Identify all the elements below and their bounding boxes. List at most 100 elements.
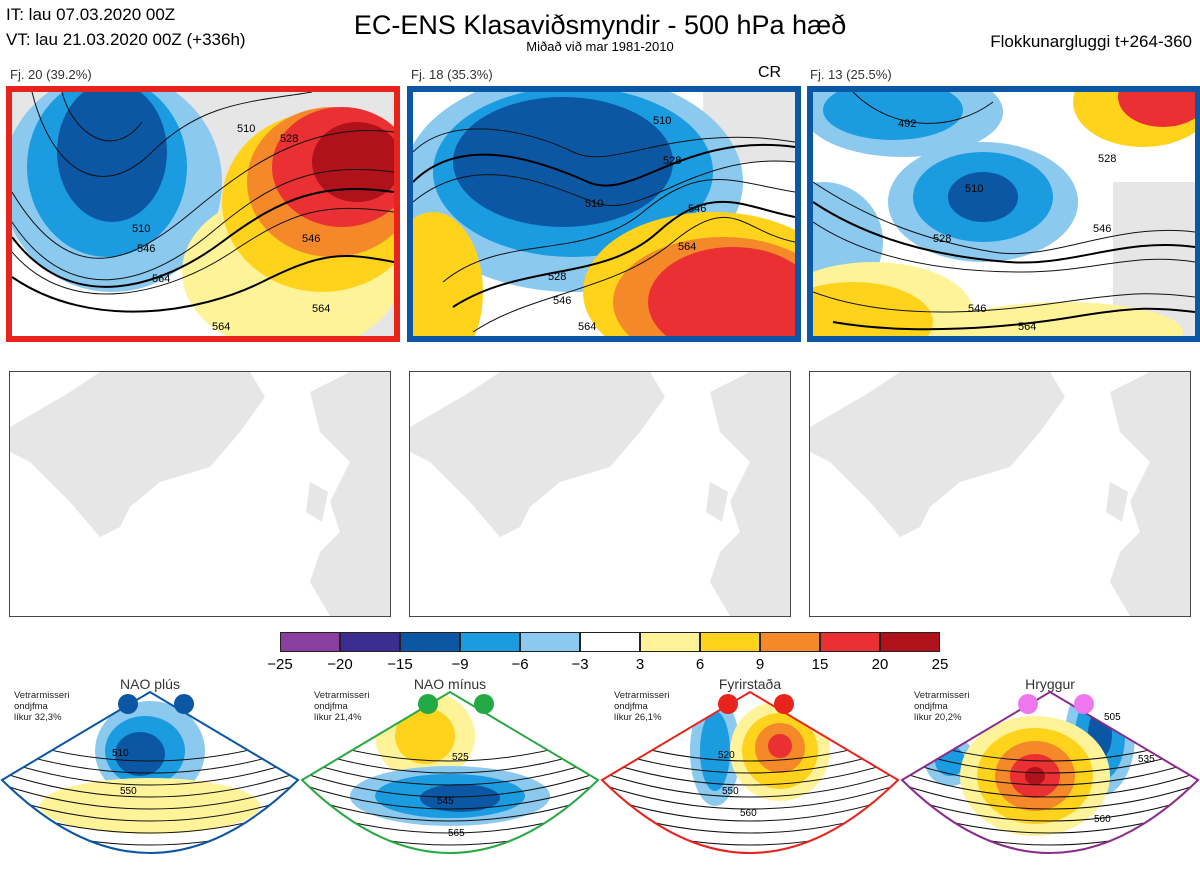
colorbar-tick-label: −25 — [267, 656, 293, 673]
regime-info: Vetrarmisseri ondjfma líkur 20,2% — [914, 690, 969, 723]
empty-basemap-3 — [809, 371, 1191, 617]
height-contour — [602, 759, 898, 786]
panel-1-label: Fj. 20 (39.2%) — [10, 67, 92, 82]
panel-3-contour-label: 546 — [1093, 223, 1111, 235]
colorbar-tick-label: 15 — [811, 656, 829, 673]
regime-info-line: Vetrarmisseri — [314, 690, 370, 701]
basemap-2-graphic — [410, 372, 790, 616]
regime-center-dot — [174, 694, 194, 714]
cluster-map-3: 492 510 528 528 546 546 564 — [807, 86, 1200, 342]
regime-title: Fyrirstaða — [718, 676, 782, 692]
page-title: EC-ENS Klasaviðsmyndir - 500 hPa hæð — [353, 10, 847, 40]
cluster-map-1-graphic: 510 510 546 564 528 546 564 564 — [12, 92, 394, 336]
regime-info-line: ondjfma — [914, 701, 948, 712]
panel-2-contour-label: 510 — [585, 198, 603, 210]
colorbar-cell — [520, 632, 580, 652]
colorbar-tick-label: −15 — [387, 656, 413, 673]
regime-contour-label: 535 — [1138, 754, 1155, 765]
basemap-3-graphic — [810, 372, 1190, 616]
height-contour — [2, 771, 298, 798]
regime-contour-label: 520 — [718, 750, 735, 761]
regime-title: Hryggur — [1025, 676, 1075, 692]
colorbar-cell — [820, 632, 880, 652]
anomaly-shading — [40, 778, 260, 834]
regime-outline — [600, 690, 900, 854]
colorbar-cell — [580, 632, 640, 652]
regime-info-line: líkur 21,4% — [314, 712, 362, 723]
panel-1-contour-label: 510 — [132, 223, 150, 235]
panel-3-contour-label: 564 — [1018, 321, 1036, 333]
height-contour — [2, 783, 298, 810]
colorbar-tick-label: 6 — [695, 656, 705, 673]
colorbar-tick-label: −9 — [451, 656, 469, 673]
panel-3-contour-label: 528 — [1098, 153, 1116, 165]
empty-basemap-1 — [9, 371, 391, 617]
height-contour — [602, 771, 898, 798]
regime-contour-label: 545 — [437, 796, 454, 807]
panel-3-contour-label: 492 — [898, 118, 916, 130]
regime-outline — [300, 690, 600, 854]
panel-2-tag: CR — [758, 64, 782, 81]
colorbar-tick-label: 25 — [931, 656, 949, 673]
regime-info: Vetrarmisseri ondjfma líkur 26,1% — [614, 690, 669, 723]
colorbar-cell — [880, 632, 940, 652]
regime-info-line: Vetrarmisseri — [614, 690, 670, 701]
cluster-map-2-graphic: 510 528 510 546 564 528 546 564 — [413, 92, 795, 336]
panel-2-contour-label: 564 — [678, 241, 696, 253]
panel-2-contour-label: 564 — [578, 321, 596, 333]
height-contour — [602, 795, 898, 822]
regime-title: NAO mínus — [413, 676, 487, 692]
colorbar-cell — [280, 632, 340, 652]
regime-center-dot — [718, 694, 738, 714]
panel-1-contour-label: 528 — [280, 133, 298, 145]
regime-panel: Vetrarmisseri ondjfma líkur 21,4% NAO mínus… — [300, 676, 600, 871]
regime-info-line: ondjfma — [614, 701, 648, 712]
regime-center-dot — [418, 694, 438, 714]
anomaly-shading — [420, 784, 500, 812]
regime-contour-label: 565 — [448, 828, 465, 839]
height-contour — [2, 759, 298, 786]
panel-2-contour-label: 510 — [653, 115, 671, 127]
page-subtitle: Miðað við mar 1981-2010 — [526, 39, 674, 54]
initial-time: IT: lau 07.03.2020 00Z — [6, 5, 176, 24]
regime-info: Vetrarmisseri ondjfma líkur 32,3% — [14, 690, 69, 723]
height-contour — [302, 759, 598, 786]
regime-info-line: líkur 20,2% — [914, 712, 962, 723]
regime-contour-label: 510 — [112, 748, 129, 759]
height-contour — [302, 795, 598, 822]
colorbar-cell — [700, 632, 760, 652]
colorbar-tick-label: −3 — [571, 656, 589, 673]
panel-2-contour-label: 546 — [688, 203, 706, 215]
panel-2-label: Fj. 18 (35.3%) — [411, 67, 493, 82]
cluster-map-1: 510 510 546 564 528 546 564 564 — [6, 86, 400, 342]
regime-info: Vetrarmisseri ondjfma líkur 21,4% — [314, 690, 369, 723]
regime-info-line: Vetrarmisseri — [914, 690, 970, 701]
regime-outline — [900, 690, 1200, 854]
panel-1-contour-label: 546 — [137, 243, 155, 255]
colorbar-tick-label: −20 — [327, 656, 353, 673]
height-contour — [302, 783, 598, 810]
regime-info-line: ondjfma — [14, 701, 48, 712]
regime-title: NAO plús — [120, 676, 180, 692]
height-contour — [2, 795, 298, 822]
panel-2-contour-label: 528 — [548, 271, 566, 283]
colorbar-cell — [340, 632, 400, 652]
colorbar-tick-label: 9 — [755, 656, 765, 673]
height-contour — [902, 795, 1198, 822]
colorbar-tick-label: 20 — [871, 656, 889, 673]
regime-contour-label: 505 — [1104, 712, 1121, 723]
regime-contour-label: 525 — [452, 752, 469, 763]
regime-info-line: ondjfma — [314, 701, 348, 712]
colorbar-tick-label: 3 — [635, 656, 645, 673]
regime-map: 505 535 560 — [900, 690, 1200, 854]
colorbar-tick-label: −6 — [511, 656, 529, 673]
valid-time: VT: lau 21.03.2020 00Z (+336h) — [6, 30, 246, 49]
panel-3-label: Fj. 13 (25.5%) — [810, 67, 892, 82]
height-contour — [602, 783, 898, 810]
regime-contour-label: 560 — [740, 808, 757, 819]
cluster-map-3-graphic: 492 510 528 528 546 546 564 — [813, 92, 1195, 336]
height-contour — [902, 783, 1198, 810]
regime-contour-label: 550 — [120, 786, 137, 797]
regime-outline — [0, 690, 300, 854]
